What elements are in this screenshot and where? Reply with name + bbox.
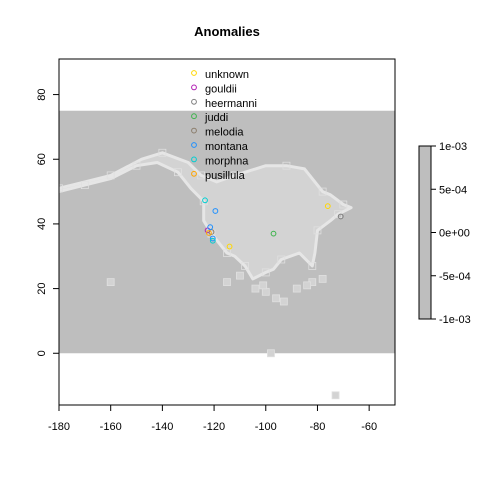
point-pusillula [206, 230, 212, 236]
legend-marker-melodia [191, 127, 197, 134]
legend-marker-montana [191, 142, 197, 148]
colorbar-tick-label: 1e-03 [439, 141, 467, 153]
occurrence-square [318, 187, 327, 196]
occurrence-square [282, 161, 291, 170]
x-tick-label: -100 [255, 421, 277, 433]
occurrence-square [318, 274, 327, 283]
x-tick-label: -180 [48, 421, 70, 433]
occurrence-square [207, 229, 216, 238]
point-montana [207, 224, 214, 231]
y-tick-label: 60 [36, 153, 48, 165]
legend-marker-pusillula [191, 170, 197, 177]
occurrence-square [261, 287, 270, 296]
y-tick-label: 20 [36, 282, 48, 294]
occurrence-square [223, 278, 231, 287]
chart-title: Anomalies [194, 24, 260, 39]
legend-marker-unknown [191, 70, 197, 76]
y-tick-label: 80 [36, 88, 48, 100]
occurrence-square [59, 184, 63, 193]
colorbar-bar [418, 145, 432, 320]
occurrence-square [272, 294, 281, 303]
occurrence-square [223, 249, 231, 257]
x-tick-label: -80 [310, 421, 326, 433]
point-morphna [209, 237, 216, 244]
occurrence-square [251, 284, 260, 293]
plot-area [59, 110, 395, 400]
occurrence-square [80, 181, 89, 190]
occurrence-square [303, 281, 312, 290]
legend-label-juddi: juddi [204, 112, 228, 124]
y-tick-label: 40 [36, 218, 48, 230]
point-juddi [270, 230, 277, 237]
axes: -180 -160 -140 -120 -100 -80 -60 0 20 40 60 80 [36, 58, 396, 433]
point-unknown [226, 243, 233, 250]
occurrence-square [313, 226, 322, 235]
occurrence-square [259, 281, 268, 290]
occurrence-square [279, 297, 288, 306]
occurrence-square [331, 391, 340, 400]
colorbar-tick-label: -1e-03 [439, 314, 471, 326]
legend-label-unknown: unknown [205, 69, 249, 81]
occurrence-square [173, 168, 182, 177]
occurrence-square [241, 262, 249, 270]
occurrence-square [236, 271, 244, 280]
occurrence-square [106, 278, 115, 287]
colorbar-tick-label: 5e-04 [439, 184, 467, 196]
occurrence-square [261, 268, 270, 277]
legend-label-melodia: melodia [205, 127, 244, 139]
landmass-region [59, 151, 353, 281]
occurrence-square [158, 148, 167, 157]
legend-label-pusillula: pusillula [205, 170, 246, 182]
x-tick-label: -60 [361, 421, 377, 433]
occurrence-square [308, 262, 317, 270]
legend-label-montana: montana [205, 141, 249, 153]
occurrence-square [292, 284, 301, 293]
point-montana [212, 208, 219, 214]
occurrence-square [230, 171, 239, 180]
colorbar: 1e-03 5e-04 0e+00 -5e-04 -1e-03 [418, 141, 471, 326]
x-tick-label: -160 [100, 421, 122, 433]
occurrence-square [197, 171, 206, 180]
occurrence-square [267, 349, 275, 358]
point-unknown [324, 203, 331, 210]
x-tick-label: -120 [203, 421, 225, 433]
point-heermanni [337, 213, 344, 220]
legend-marker-heermanni [191, 98, 197, 105]
legend-marker-gouldii [191, 84, 197, 91]
legend-label-morphna: morphna [205, 155, 249, 167]
plot-inner [59, 110, 395, 400]
occurrence-square [277, 255, 286, 264]
legend-label-gouldii: gouldii [205, 83, 237, 95]
point-montana [209, 235, 216, 242]
colorbar-tick-label: -5e-04 [439, 271, 471, 283]
occurrence-square [106, 171, 115, 180]
legend-marker-morphna [191, 156, 197, 163]
occurrence-square [339, 200, 348, 209]
legend-marker-juddi [191, 113, 197, 120]
point-morphna [202, 197, 208, 204]
x-tick-label: -140 [151, 421, 173, 433]
colorbar-tick-label: 0e+00 [439, 228, 470, 240]
legend: unknown gouldii heermanni juddi melodia monta… [191, 69, 257, 182]
y-tick-label: 0 [36, 350, 48, 356]
occurrence-square [132, 161, 141, 170]
legend-label-heermanni: heermanni [205, 98, 257, 110]
